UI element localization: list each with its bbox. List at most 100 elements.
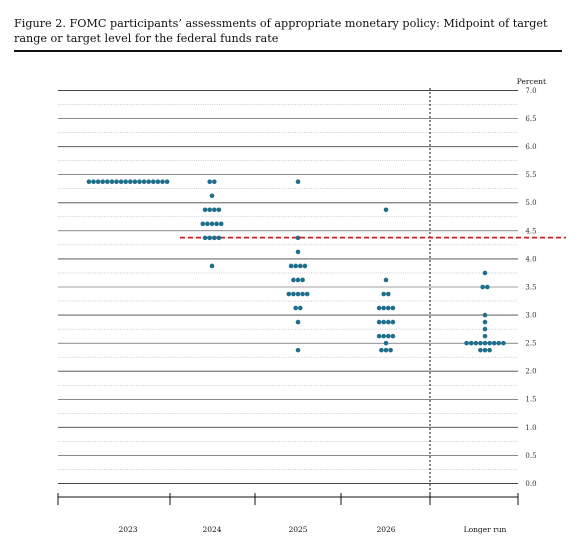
x-category-labels: 2023 2024 2025 2026 Longer run <box>118 525 506 534</box>
dot <box>200 221 206 227</box>
dot <box>291 277 296 283</box>
x-category-label: Longer run <box>464 525 507 534</box>
dot <box>216 207 222 213</box>
dot <box>473 340 479 346</box>
y-tick-labels: 7.0 6.5 6.0 5.5 5.0 4.5 4.0 3.5 3.0 2.5 2.0 1.5 1.0 0… <box>525 87 536 488</box>
x-category-label: 2026 <box>376 525 395 534</box>
dot <box>202 235 208 241</box>
y-tick-label: 1.0 <box>525 424 536 432</box>
dot <box>501 340 506 346</box>
dot <box>212 179 217 185</box>
dot <box>482 312 488 318</box>
dot <box>214 221 219 227</box>
dot <box>295 235 301 241</box>
y-unit-label: Percent <box>517 77 546 86</box>
dot <box>300 291 305 297</box>
dot <box>381 319 387 325</box>
dot <box>164 179 170 185</box>
dot <box>295 249 301 255</box>
dot <box>293 305 299 311</box>
dot <box>288 263 294 269</box>
dot <box>298 263 303 269</box>
dot <box>383 207 389 213</box>
dot <box>212 207 217 213</box>
dot <box>291 291 296 297</box>
dot <box>480 284 486 290</box>
dot <box>482 347 488 353</box>
dot <box>95 179 101 185</box>
dot <box>302 263 308 269</box>
dot <box>151 179 156 185</box>
dot <box>388 347 393 353</box>
dot <box>202 207 208 213</box>
dot-series <box>86 179 506 353</box>
dot <box>86 179 92 185</box>
y-tick-label: 6.0 <box>525 143 536 151</box>
dot <box>381 291 387 297</box>
y-tick-label: 5.5 <box>525 171 536 179</box>
dot <box>390 333 396 339</box>
dot <box>100 179 105 185</box>
dot <box>216 235 222 241</box>
dot <box>468 340 474 346</box>
dot <box>286 291 292 297</box>
dot <box>478 347 483 353</box>
dot <box>212 235 217 241</box>
y-tick-label: 3.0 <box>525 311 536 319</box>
dot <box>141 179 147 185</box>
dot <box>114 179 119 185</box>
dot <box>146 179 151 185</box>
dot <box>487 340 492 346</box>
y-tick-label: 0.5 <box>525 452 536 460</box>
x-category-label: 2025 <box>288 525 307 534</box>
dot <box>482 326 488 332</box>
dot <box>376 305 382 311</box>
dot <box>155 179 161 185</box>
dot <box>383 277 389 283</box>
dot <box>485 284 490 290</box>
y-tick-label: 2.5 <box>525 340 536 348</box>
dot <box>386 333 391 339</box>
chart-title: Figure 2. FOMC participants’ assessments… <box>14 17 548 45</box>
dot <box>381 305 387 311</box>
dot <box>109 179 115 185</box>
dot <box>390 305 396 311</box>
dot <box>487 347 492 353</box>
dot <box>295 179 301 185</box>
dot <box>482 270 488 276</box>
x-category-label: 2024 <box>202 525 221 534</box>
dot <box>383 347 389 353</box>
dot <box>205 221 210 227</box>
dot <box>207 235 212 241</box>
title-rule <box>14 50 562 52</box>
dot <box>105 179 110 185</box>
x-axis <box>57 493 519 505</box>
y-tick-label: 0.0 <box>525 480 536 488</box>
dot <box>390 319 396 325</box>
dot <box>304 291 310 297</box>
y-tick-label: 2.0 <box>525 368 536 376</box>
dot <box>207 179 212 185</box>
dot <box>295 347 301 353</box>
dot <box>478 340 483 346</box>
dot <box>376 333 382 339</box>
y-tick-label: 6.5 <box>525 115 536 123</box>
dot <box>137 179 142 185</box>
dot <box>383 340 389 346</box>
dot <box>218 221 224 227</box>
dot <box>295 291 301 297</box>
dot <box>386 291 391 297</box>
y-tick-label: 1.5 <box>525 396 536 404</box>
dot <box>132 179 138 185</box>
dot <box>386 305 391 311</box>
dot <box>209 221 215 227</box>
dot <box>118 179 124 185</box>
dot <box>207 207 212 213</box>
dot <box>209 193 215 199</box>
dot <box>464 340 469 346</box>
dot <box>491 340 497 346</box>
dot <box>376 319 382 325</box>
dot <box>91 179 96 185</box>
dot <box>482 319 488 325</box>
y-tick-label: 7.0 <box>525 87 536 95</box>
